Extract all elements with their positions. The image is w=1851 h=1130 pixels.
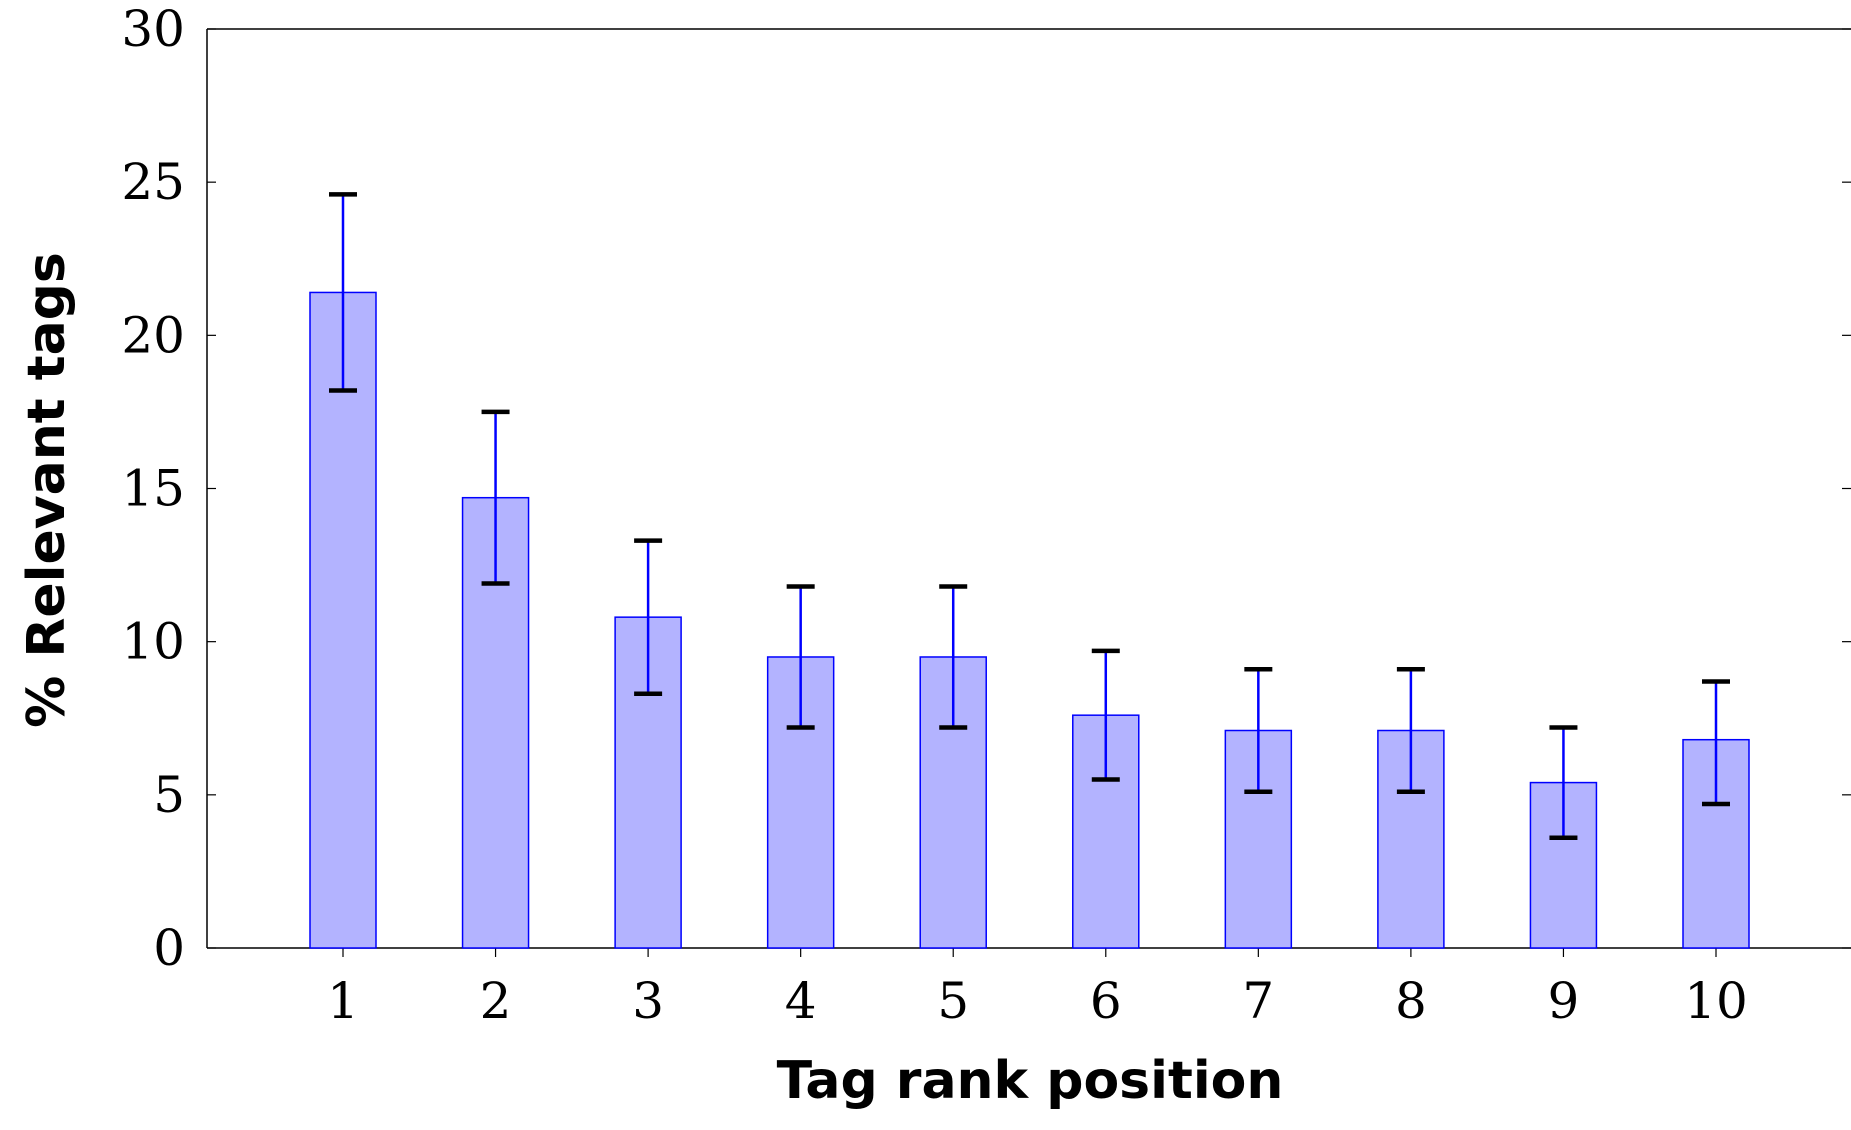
tick-labels: 0 5 10 15 20 25 30 1 2 3 4 5 6 7 8 9 10 — [121, 0, 1747, 1030]
x-tick-label: 3 — [632, 972, 664, 1030]
x-tick-label: 7 — [1242, 972, 1274, 1030]
y-tick-label: 20 — [121, 306, 185, 364]
x-tick-label: 6 — [1090, 972, 1122, 1030]
x-tick-label: 2 — [480, 972, 512, 1030]
x-tick-label: 8 — [1395, 972, 1427, 1030]
y-tick-label: 10 — [121, 613, 185, 671]
y-tick-label: 15 — [121, 460, 185, 518]
x-axis-title: Tag rank position — [777, 1051, 1284, 1111]
x-tick-label: 4 — [785, 972, 817, 1030]
x-tick-label: 9 — [1548, 972, 1580, 1030]
error-bars — [329, 192, 1730, 840]
y-tick-label: 0 — [153, 919, 185, 977]
y-tick-label: 25 — [121, 153, 185, 211]
y-tick-label: 5 — [153, 766, 185, 824]
y-tick-label: 30 — [121, 0, 185, 58]
axes — [206, 28, 1851, 957]
x-tick-label: 5 — [937, 972, 969, 1030]
bars — [309, 291, 1750, 949]
x-tick-label: 1 — [327, 972, 359, 1030]
y-axis-title: % Relevant tags — [17, 252, 77, 728]
x-tick-label: 10 — [1684, 972, 1748, 1030]
bar — [309, 291, 377, 949]
